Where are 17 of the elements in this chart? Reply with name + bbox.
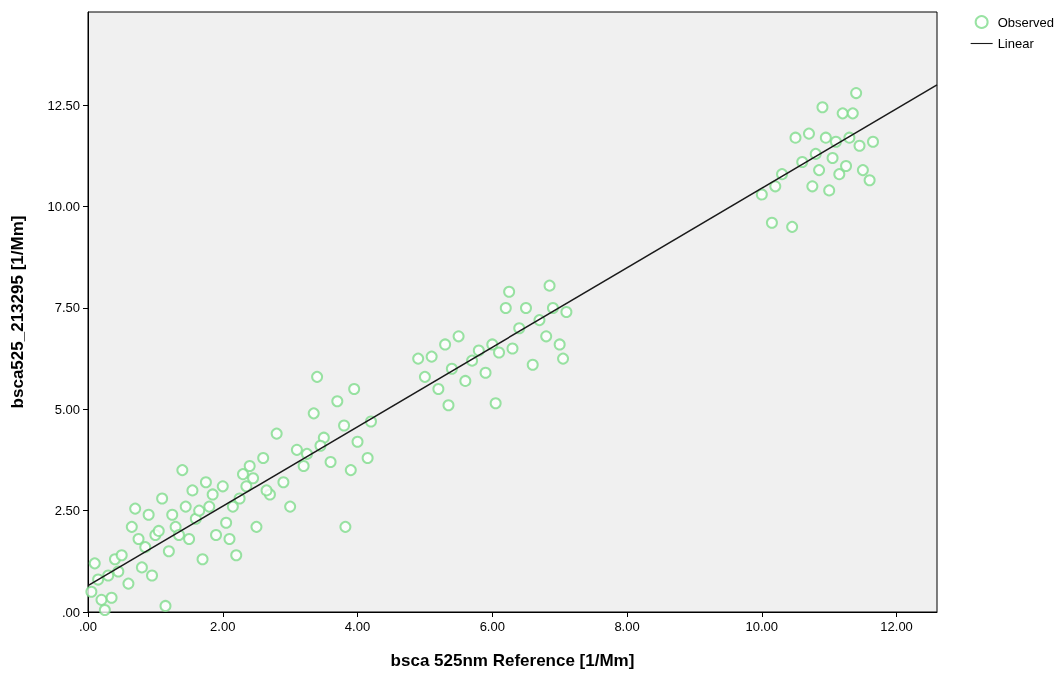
y-tick-label: 7.50 — [54, 300, 80, 316]
y-tick-label: 5.00 — [54, 401, 80, 417]
x-axis-title: bsca 525nm Reference [1/Mm] — [390, 651, 635, 670]
y-axis-title: bsca525_213295 [1/Mm] — [8, 215, 27, 409]
y-tick-label: 2.50 — [54, 503, 80, 519]
x-tick-label: 2.00 — [210, 619, 236, 634]
x-tick-label: 8.00 — [614, 619, 640, 634]
x-tick-label: 4.00 — [344, 619, 371, 634]
y-tick-label: .00 — [61, 604, 80, 620]
legend-label: Observed — [997, 14, 1055, 30]
y-tick-label: 12.50 — [47, 97, 80, 113]
y-tick-label: 10.00 — [47, 199, 80, 215]
x-tick-label: 12.00 — [880, 619, 913, 634]
x-tick-label: 6.00 — [479, 619, 505, 634]
x-tick-label: .00 — [78, 619, 98, 634]
legend-label: Linear — [997, 36, 1035, 51]
x-tick-label: 10.00 — [745, 619, 779, 634]
